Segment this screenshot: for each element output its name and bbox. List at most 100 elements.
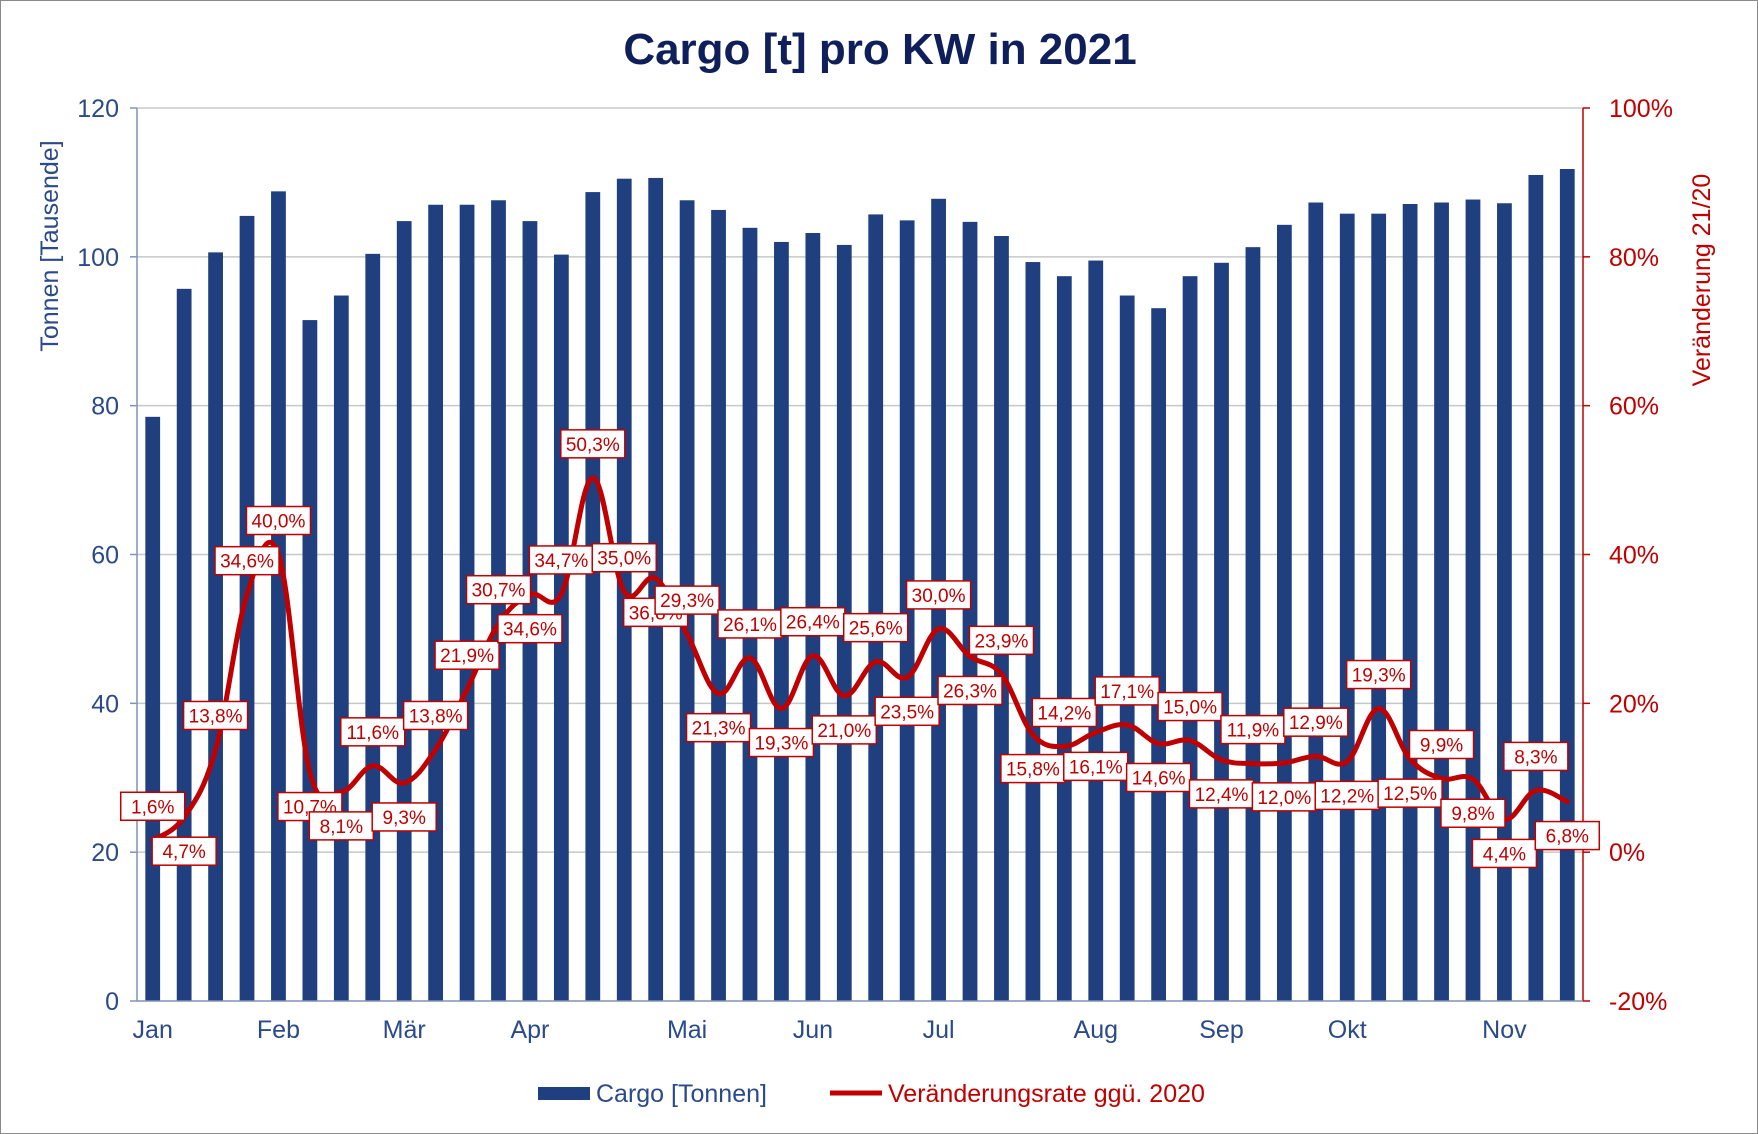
data-label: 8,1%: [308, 811, 375, 841]
data-label-text: 25,6%: [849, 619, 903, 640]
data-label-text: 30,7%: [472, 581, 526, 602]
data-label: 19,3%: [748, 727, 815, 758]
x-tick-label: Sep: [1199, 1016, 1243, 1044]
data-label: 25,6%: [842, 612, 909, 643]
data-label-text: 19,3%: [1352, 666, 1406, 687]
data-label: 26,1%: [717, 609, 783, 639]
data-label: 4,4%: [1471, 838, 1538, 869]
bar: [994, 235, 1009, 1001]
data-label: 12,9%: [1283, 707, 1349, 737]
bar: [962, 221, 978, 1002]
data-label-text: 21,9%: [440, 646, 494, 667]
y-tick-left-label: 40: [91, 690, 119, 718]
y-axis-right-title: Veränderung 21/20: [1688, 174, 1716, 387]
data-label-box: [245, 505, 312, 536]
data-label-text: 35,0%: [597, 549, 651, 570]
y-axis-right-ticks: -20% 0% 20% 40% 60% 80% 100%: [1609, 95, 1673, 1016]
data-label: 26,3%: [937, 675, 1003, 706]
data-label-box: [340, 717, 406, 747]
data-label-text: 9,8%: [1451, 804, 1494, 825]
bar: [1056, 276, 1072, 1002]
y-tick-left-label: 100: [77, 244, 119, 272]
data-label: 9,8%: [1440, 798, 1506, 828]
bar: [1214, 262, 1229, 1002]
data-label-text: 23,9%: [975, 631, 1029, 652]
data-label-box: [402, 700, 469, 731]
bar: [868, 214, 884, 1001]
data-label-box: [465, 574, 532, 605]
data-label-text: 16,1%: [1069, 757, 1123, 778]
data-label: 13,8%: [182, 700, 249, 731]
data-label-text: 6,8%: [1546, 827, 1589, 848]
data-label: 14,2%: [1031, 697, 1098, 728]
data-label-text: 21,0%: [817, 721, 871, 742]
bar: [1119, 295, 1135, 1001]
bar: [1465, 199, 1481, 1002]
data-label-text: 1,6%: [131, 797, 174, 818]
y-tick-left-label: 120: [77, 95, 119, 123]
data-label: 34,6%: [214, 545, 280, 576]
data-label: 11,6%: [340, 717, 406, 747]
data-label-box: [1534, 820, 1601, 851]
y-tick-left-label: 20: [91, 839, 119, 867]
data-label: 21,0%: [811, 715, 878, 745]
data-label: 26,4%: [780, 606, 846, 637]
bar-series: [145, 169, 1575, 1002]
data-label-text: 9,3%: [383, 808, 426, 829]
data-label-box: [308, 811, 375, 841]
data-label-box: [874, 696, 940, 727]
data-label: 16,1%: [1063, 751, 1129, 782]
data-label: 17,1%: [1094, 676, 1160, 706]
data-label: 40,0%: [245, 505, 312, 536]
x-tick-label: Apr: [510, 1016, 549, 1044]
bar: [208, 252, 223, 1001]
data-label: 13,8%: [402, 700, 469, 731]
bar: [1339, 213, 1355, 1002]
data-label: 50,3%: [560, 429, 626, 459]
data-label-box: [591, 542, 657, 573]
data-label: 12,0%: [1251, 782, 1318, 812]
bar: [522, 221, 538, 1001]
data-label-text: 4,7%: [162, 842, 205, 863]
data-label-text: 50,3%: [566, 435, 620, 456]
y-tick-right-label: 40%: [1609, 542, 1659, 570]
data-label-box: [780, 606, 846, 637]
data-label-box: [968, 625, 1035, 656]
data-label: 11,9%: [1220, 714, 1286, 745]
data-label-text: 26,3%: [943, 681, 997, 702]
data-label-text: 14,6%: [1132, 769, 1186, 790]
data-label-text: 34,7%: [534, 551, 588, 572]
data-label-box: [1283, 707, 1349, 737]
data-label-box: [1471, 838, 1538, 869]
y-tick-right-label: 80%: [1609, 244, 1659, 272]
legend-label-cargo: Cargo [Tonnen]: [596, 1080, 767, 1108]
data-label-text: 19,3%: [754, 734, 808, 755]
data-label-text: 13,8%: [409, 706, 463, 727]
x-tick-label: Nov: [1482, 1016, 1527, 1044]
data-label-text: 15,8%: [1006, 760, 1060, 781]
bar: [333, 295, 349, 1001]
data-label-box: [497, 613, 563, 644]
data-label: 19,3%: [1345, 659, 1412, 690]
data-label-box: [214, 545, 280, 576]
data-label-text: 12,2%: [1320, 786, 1374, 807]
x-tick-label: Okt: [1328, 1016, 1367, 1044]
data-label-text: 26,4%: [786, 613, 840, 634]
data-label-text: 12,9%: [1289, 713, 1343, 734]
data-label-box: [1063, 751, 1129, 782]
y-tick-left-label: 80: [91, 393, 119, 421]
data-label-box: [182, 700, 249, 731]
data-label-text: 11,9%: [1227, 721, 1280, 742]
y-tick-right-label: 60%: [1609, 393, 1659, 421]
bar: [1276, 224, 1292, 1001]
bar: [176, 288, 192, 1001]
data-label-text: 34,6%: [503, 620, 557, 641]
y-tick-right-label: -20%: [1609, 988, 1667, 1016]
data-label: 12,5%: [1377, 778, 1443, 808]
x-tick-label: Jul: [923, 1016, 955, 1044]
legend-swatch-bar: [538, 1087, 590, 1100]
bar: [1151, 308, 1167, 1001]
bar: [1308, 202, 1324, 1002]
data-label: 30,0%: [905, 580, 972, 610]
chart-title: Cargo [t] pro KW in 2021: [623, 25, 1136, 74]
